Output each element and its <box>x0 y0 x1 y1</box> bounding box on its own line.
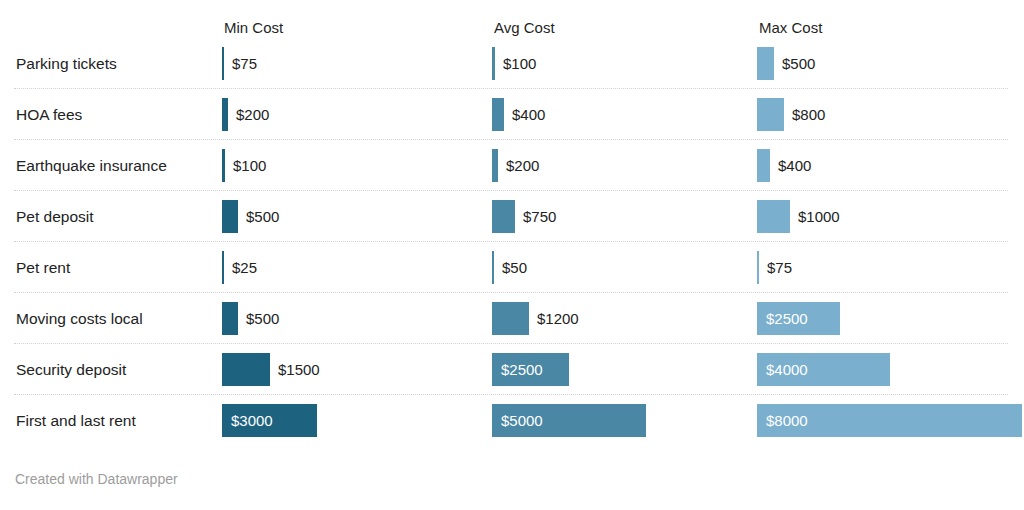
table-row: Moving costs local $500 $1200 $2500 <box>14 293 1008 344</box>
column-headers: Min Cost Avg Cost Max Cost <box>14 20 1008 36</box>
bar-max-cost <box>757 251 759 284</box>
bar-value-label: $75 <box>232 47 257 80</box>
bar-cell-max-cost: $500 <box>757 47 1008 80</box>
bar-cell-min-cost: $100 <box>222 149 492 182</box>
bar-cell-min-cost: $500 <box>222 200 492 233</box>
bar-cell-min-cost: $200 <box>222 98 492 131</box>
table-row: Earthquake insurance $100 $200 $400 <box>14 140 1008 191</box>
bar-min-cost <box>222 353 270 386</box>
bar-value-label: $2500 <box>501 353 543 386</box>
row-label: Pet rent <box>14 251 222 284</box>
table-row: HOA fees $200 $400 $800 <box>14 89 1008 140</box>
bar-value-label: $25 <box>232 251 257 284</box>
bar-cell-avg-cost: $5000 <box>492 404 757 437</box>
bar-min-cost: $3000 <box>222 404 317 437</box>
bar-value-label: $400 <box>778 149 811 182</box>
bar-avg-cost <box>492 302 529 335</box>
bar-cell-min-cost: $25 <box>222 251 492 284</box>
row-label: Moving costs local <box>14 302 222 335</box>
bar-value-label: $1500 <box>278 353 320 386</box>
bar-value-label: $1000 <box>798 200 840 233</box>
bar-min-cost <box>222 200 238 233</box>
bar-avg-cost: $5000 <box>492 404 646 437</box>
bar-value-label: $500 <box>782 47 815 80</box>
bar-cell-avg-cost: $200 <box>492 149 757 182</box>
bar-cell-max-cost: $400 <box>757 149 1008 182</box>
bar-avg-cost <box>492 251 494 284</box>
bar-max-cost <box>757 98 784 131</box>
bar-min-cost <box>222 251 224 284</box>
row-label: HOA fees <box>14 98 222 131</box>
bar-cell-min-cost: $3000 <box>222 404 492 437</box>
table-row: First and last rent $3000 $5000 $8000 <box>14 395 1008 445</box>
column-header-min-cost: Min Cost <box>222 20 492 36</box>
bar-cell-avg-cost: $2500 <box>492 353 757 386</box>
bar-value-label: $75 <box>767 251 792 284</box>
bar-value-label: $4000 <box>766 353 808 386</box>
table-row: Parking tickets $75 $100 $500 <box>14 47 1008 89</box>
datawrapper-attribution-link[interactable]: Created with Datawrapper <box>15 471 1024 487</box>
bar-avg-cost <box>492 200 515 233</box>
bar-avg-cost <box>492 98 504 131</box>
bar-cell-avg-cost: $1200 <box>492 302 757 335</box>
row-label: Security deposit <box>14 353 222 386</box>
bar-cell-max-cost: $1000 <box>757 200 1008 233</box>
table-row: Security deposit $1500 $2500 $4000 <box>14 344 1008 395</box>
bar-avg-cost <box>492 149 498 182</box>
bar-max-cost <box>757 47 774 80</box>
bar-value-label: $8000 <box>766 404 808 437</box>
header-spacer <box>14 20 222 36</box>
bar-cell-max-cost: $800 <box>757 98 1008 131</box>
bar-min-cost <box>222 149 225 182</box>
bar-value-label: $800 <box>792 98 825 131</box>
column-header-max-cost: Max Cost <box>757 20 1008 36</box>
table-row: Pet rent $25 $50 $75 <box>14 242 1008 293</box>
bar-max-cost: $4000 <box>757 353 890 386</box>
bar-value-label: $500 <box>246 200 279 233</box>
bar-cell-avg-cost: $750 <box>492 200 757 233</box>
bar-value-label: $5000 <box>501 404 543 437</box>
bar-value-label: $100 <box>233 149 266 182</box>
bar-cell-avg-cost: $400 <box>492 98 757 131</box>
column-header-avg-cost: Avg Cost <box>492 20 757 36</box>
bar-max-cost: $8000 <box>757 404 1022 437</box>
bar-cell-max-cost: $4000 <box>757 353 1008 386</box>
bar-value-label: $400 <box>512 98 545 131</box>
bar-value-label: $1200 <box>537 302 579 335</box>
bar-cell-min-cost: $75 <box>222 47 492 80</box>
bar-value-label: $200 <box>236 98 269 131</box>
bar-max-cost: $2500 <box>757 302 840 335</box>
bar-value-label: $50 <box>502 251 527 284</box>
bar-min-cost <box>222 98 228 131</box>
bar-cell-max-cost: $75 <box>757 251 1008 284</box>
bar-value-label: $3000 <box>231 404 273 437</box>
bar-value-label: $500 <box>246 302 279 335</box>
row-label: Pet deposit <box>14 200 222 233</box>
bar-value-label: $750 <box>523 200 556 233</box>
bar-cell-min-cost: $500 <box>222 302 492 335</box>
cost-comparison-chart: Min Cost Avg Cost Max Cost Parking ticke… <box>0 0 1024 510</box>
bar-cell-min-cost: $1500 <box>222 353 492 386</box>
bar-avg-cost: $2500 <box>492 353 569 386</box>
bar-cell-avg-cost: $100 <box>492 47 757 80</box>
chart-rows: Parking tickets $75 $100 $500 HOA fees $… <box>0 47 1024 445</box>
bar-min-cost <box>222 47 224 80</box>
bar-value-label: $200 <box>506 149 539 182</box>
bar-max-cost <box>757 149 770 182</box>
bar-cell-max-cost: $8000 <box>757 404 1008 437</box>
bar-max-cost <box>757 200 790 233</box>
bar-avg-cost <box>492 47 495 80</box>
bar-cell-max-cost: $2500 <box>757 302 1008 335</box>
bar-min-cost <box>222 302 238 335</box>
row-label: Earthquake insurance <box>14 149 222 182</box>
bar-cell-avg-cost: $50 <box>492 251 757 284</box>
table-row: Pet deposit $500 $750 $1000 <box>14 191 1008 242</box>
bar-value-label: $100 <box>503 47 536 80</box>
row-label: First and last rent <box>14 404 222 437</box>
bar-value-label: $2500 <box>766 302 808 335</box>
row-label: Parking tickets <box>14 47 222 80</box>
